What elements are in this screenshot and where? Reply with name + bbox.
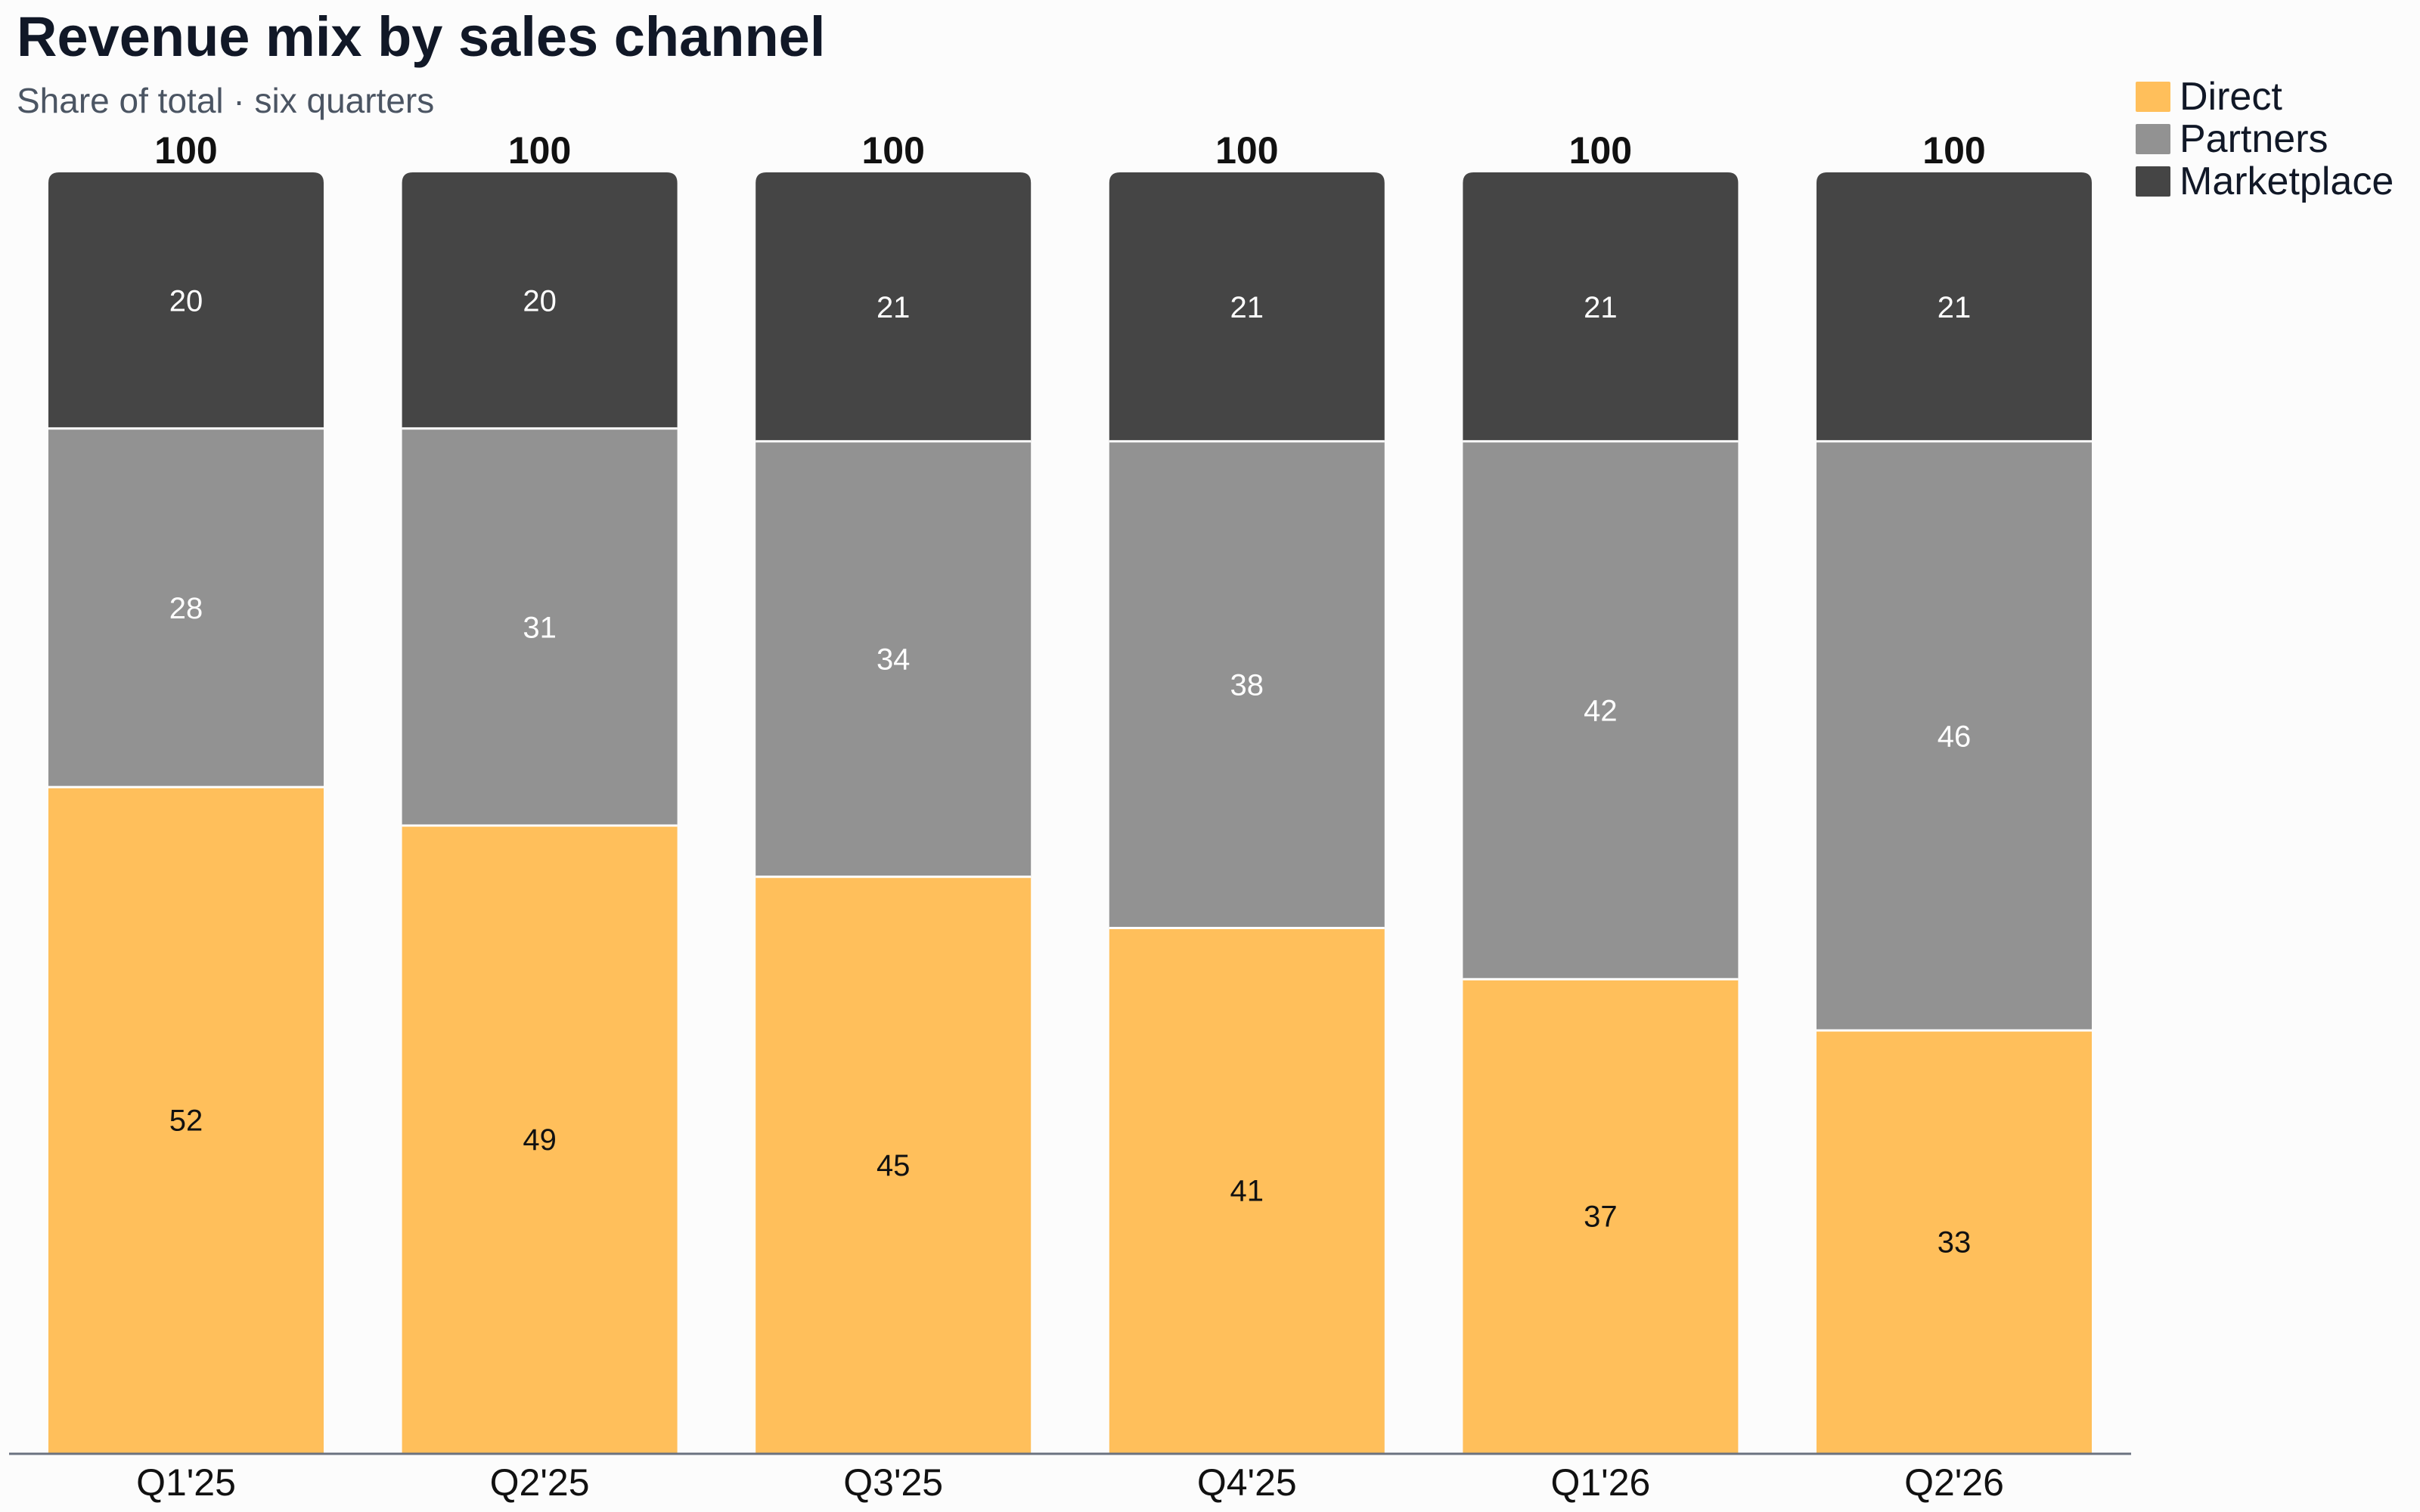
total-label-q2-25: 100 [508,129,571,172]
x-tick-label-q4-25: Q4'25 [1197,1461,1297,1504]
bar-marketplace-q3-25 [755,172,1032,442]
bar-direct-q4-25 [1109,928,1385,1453]
bar-partners-q1-26 [1463,441,1739,980]
legend-label-partners: Partners [2180,117,2328,161]
value-label-marketplace-q3-25: 21 [876,291,911,324]
bar-partners-q4-25 [1109,441,1385,928]
legend-item-marketplace: Marketplace [2136,160,2394,203]
value-label-partners-q3-25: 34 [876,643,911,677]
value-label-marketplace-q2-26: 21 [1938,291,1972,324]
value-label-direct-q4-25: 41 [1230,1175,1264,1208]
bar-marketplace-q4-25 [1109,172,1385,442]
legend-label-marketplace: Marketplace [2180,160,2394,203]
value-label-direct-q1-26: 37 [1584,1201,1618,1234]
value-label-partners-q2-25: 31 [523,611,557,644]
bar-direct-q1-26 [1463,979,1739,1453]
chart-subtitle: Share of total · six quarters [17,81,435,120]
bar-partners-q1-25 [48,428,324,788]
total-label-q4-25: 100 [1215,129,1278,172]
x-tick-label-q2-25: Q2'25 [490,1461,590,1504]
legend-item-direct: Direct [2136,76,2394,118]
legend-item-partners: Partners [2136,118,2394,160]
bar-partners-q2-25 [402,428,678,826]
value-label-marketplace-q1-25: 20 [169,284,203,318]
value-label-direct-q1-25: 52 [169,1105,203,1138]
total-label-q2-26: 100 [1922,129,1985,172]
legend-swatch-direct [2136,82,2170,112]
value-label-direct-q2-26: 33 [1938,1225,1972,1259]
value-label-marketplace-q4-25: 21 [1230,291,1264,324]
legend-swatch-marketplace [2136,166,2170,197]
chart-legend: Direct Partners Marketplace [2136,76,2394,203]
bar-marketplace-q2-25 [402,172,678,429]
x-tick-label-q1-26: Q1'26 [1550,1461,1650,1504]
value-label-partners-q1-26: 42 [1584,694,1618,727]
legend-swatch-partners [2136,124,2170,154]
total-label-q1-25: 100 [154,129,217,172]
total-label-q3-25: 100 [861,129,924,172]
value-label-partners-q1-25: 28 [169,592,203,625]
value-label-marketplace-q2-25: 20 [523,284,557,318]
chart-title: Revenue mix by sales channel [17,5,826,68]
bar-direct-q2-25 [402,825,678,1453]
legend-label-direct: Direct [2180,75,2282,119]
x-tick-label-q2-26: Q2'26 [1904,1461,2004,1504]
bar-direct-q2-26 [1817,1030,2092,1453]
x-tick-label-q3-25: Q3'25 [843,1461,943,1504]
bar-marketplace-q1-26 [1463,172,1739,442]
bar-marketplace-q1-25 [48,172,324,429]
value-label-partners-q2-26: 46 [1938,720,1972,753]
value-label-direct-q2-25: 49 [523,1123,557,1157]
bar-direct-q3-25 [755,876,1032,1453]
bar-marketplace-q2-26 [1817,172,2092,442]
value-label-partners-q4-25: 38 [1230,669,1264,702]
bar-partners-q3-25 [755,441,1032,877]
value-label-direct-q3-25: 45 [876,1149,911,1182]
value-label-marketplace-q1-26: 21 [1584,291,1618,324]
x-tick-label-q1-25: Q1'25 [136,1461,236,1504]
total-label-q1-26: 100 [1569,129,1632,172]
bar-partners-q2-26 [1817,441,2092,1030]
bar-direct-q1-25 [48,787,324,1453]
